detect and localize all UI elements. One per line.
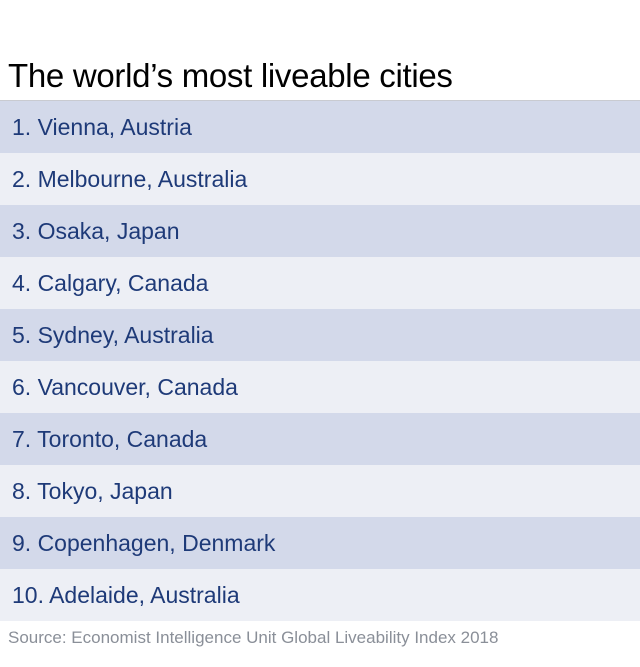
list-item: 6. Vancouver, Canada [0, 361, 640, 413]
list-item: 10. Adelaide, Australia [0, 569, 640, 621]
list-item: 9. Copenhagen, Denmark [0, 517, 640, 569]
list-item: 4. Calgary, Canada [0, 257, 640, 309]
list-item: 8. Tokyo, Japan [0, 465, 640, 517]
list-item: 2. Melbourne, Australia [0, 153, 640, 205]
list-item: 1. Vienna, Austria [0, 101, 640, 153]
list-item: 7. Toronto, Canada [0, 413, 640, 465]
source-note: Source: Economist Intelligence Unit Glob… [8, 628, 499, 647]
ranking-list: 1. Vienna, Austria 2. Melbourne, Austral… [0, 101, 640, 621]
title-divider [0, 100, 640, 101]
page-title: The world’s most liveable cities [8, 57, 453, 94]
list-item: 5. Sydney, Australia [0, 309, 640, 361]
list-item: 3. Osaka, Japan [0, 205, 640, 257]
